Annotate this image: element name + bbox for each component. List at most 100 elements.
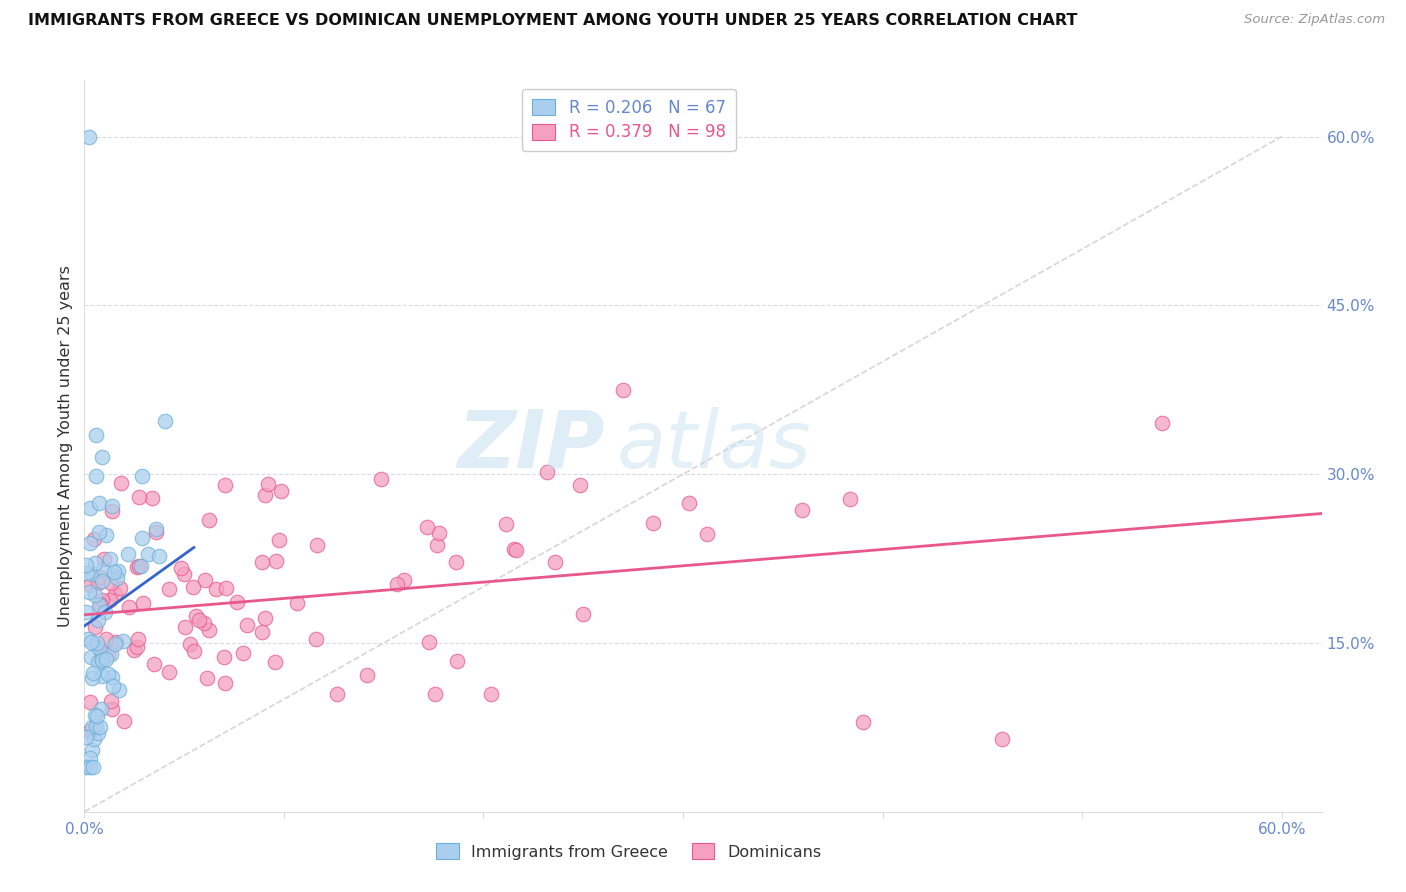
- Point: [79, 750, 101, 764]
- Point: [425, 687, 447, 701]
- Point: [212, 649, 235, 664]
- Point: [285, 596, 308, 610]
- Point: [214, 478, 236, 492]
- Point: [75, 760, 97, 774]
- Point: [80, 634, 103, 648]
- Point: [122, 643, 145, 657]
- Point: [100, 670, 122, 684]
- Text: IMMIGRANTS FROM GREECE VS DOMINICAN UNEMPLOYMENT AMONG YOUTH UNDER 25 YEARS CORR: IMMIGRANTS FROM GREECE VS DOMINICAN UNEM…: [28, 13, 1077, 29]
- Point: [77, 585, 100, 599]
- Point: [93, 551, 115, 566]
- Point: [112, 714, 135, 729]
- Point: [104, 637, 127, 651]
- Point: [790, 502, 813, 516]
- Point: [254, 488, 277, 502]
- Point: [174, 619, 197, 633]
- Point: [198, 623, 221, 637]
- Point: [91, 668, 114, 682]
- Point: [83, 731, 105, 746]
- Point: [96, 528, 118, 542]
- Point: [479, 687, 502, 701]
- Point: [495, 516, 517, 531]
- Point: [236, 618, 259, 632]
- Point: [214, 581, 236, 595]
- Point: [90, 593, 112, 607]
- Point: [82, 671, 104, 685]
- Point: [108, 683, 131, 698]
- Point: [83, 532, 105, 546]
- Point: [86, 709, 108, 723]
- Point: [193, 616, 215, 631]
- Point: [84, 556, 107, 570]
- Text: atlas: atlas: [616, 407, 811, 485]
- Point: [79, 649, 101, 664]
- Point: [75, 605, 97, 619]
- Point: [91, 574, 114, 588]
- Point: [132, 596, 155, 610]
- Point: [446, 654, 468, 668]
- Point: [117, 599, 139, 614]
- Point: [370, 472, 392, 486]
- Point: [75, 730, 97, 744]
- Point: [131, 532, 153, 546]
- Point: [195, 671, 218, 685]
- Point: [270, 484, 292, 499]
- Point: [127, 632, 149, 646]
- Point: [572, 607, 595, 621]
- Point: [264, 656, 287, 670]
- Point: [198, 513, 221, 527]
- Point: [79, 723, 101, 738]
- Point: [98, 551, 121, 566]
- Point: [100, 647, 122, 661]
- Point: [84, 718, 107, 732]
- Point: [416, 520, 439, 534]
- Point: [128, 490, 150, 504]
- Point: [181, 580, 204, 594]
- Point: [101, 504, 124, 518]
- Point: [83, 588, 105, 602]
- Point: [148, 549, 170, 564]
- Point: [145, 522, 167, 536]
- Point: [544, 555, 567, 569]
- Point: [266, 553, 288, 567]
- Point: [446, 555, 468, 569]
- Point: [612, 383, 634, 397]
- Point: [153, 414, 176, 428]
- Point: [89, 570, 111, 584]
- Point: [87, 576, 110, 591]
- Point: [103, 565, 125, 579]
- Point: [184, 608, 207, 623]
- Point: [117, 547, 139, 561]
- Point: [100, 575, 122, 590]
- Point: [425, 538, 447, 552]
- Point: [536, 465, 558, 479]
- Point: [187, 613, 209, 627]
- Point: [839, 491, 862, 506]
- Point: [194, 573, 217, 587]
- Point: [852, 714, 875, 729]
- Point: [392, 573, 415, 587]
- Point: [385, 576, 408, 591]
- Point: [82, 567, 104, 582]
- Point: [105, 571, 128, 585]
- Point: [82, 666, 104, 681]
- Point: [87, 640, 110, 655]
- Point: [79, 578, 101, 592]
- Point: [112, 634, 135, 648]
- Point: [418, 635, 440, 649]
- Point: [254, 611, 277, 625]
- Point: [87, 496, 110, 510]
- Point: [678, 496, 700, 510]
- Point: [125, 640, 148, 654]
- Point: [79, 500, 101, 515]
- Point: [90, 701, 112, 715]
- Point: [89, 598, 111, 612]
- Point: [82, 743, 104, 757]
- Point: [157, 665, 180, 680]
- Point: [568, 477, 591, 491]
- Point: [105, 635, 128, 649]
- Point: [79, 129, 101, 144]
- Point: [214, 675, 236, 690]
- Point: [305, 538, 328, 552]
- Text: ZIP: ZIP: [457, 407, 605, 485]
